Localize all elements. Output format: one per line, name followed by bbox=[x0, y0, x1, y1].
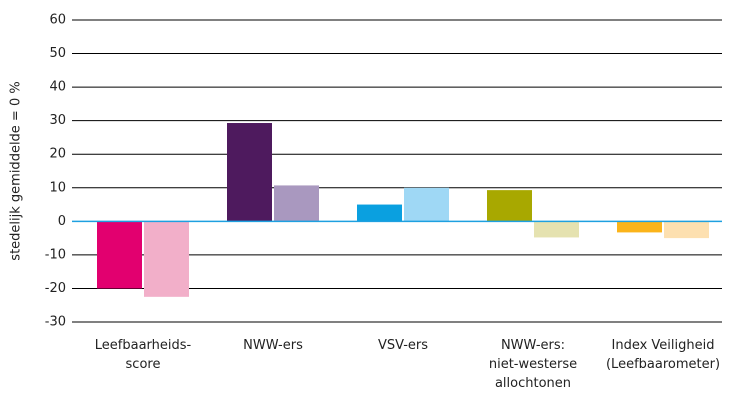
x-tick-label: Index Veiligheid (Leefbaarometer) bbox=[605, 338, 721, 372]
y-tick-label: 60 bbox=[49, 13, 66, 28]
y-axis-label: stedelijk gemiddelde = 0 % bbox=[9, 81, 24, 260]
y-tick-label: 40 bbox=[49, 80, 66, 95]
bar bbox=[617, 221, 662, 233]
y-tick-label: 50 bbox=[49, 46, 66, 61]
bar bbox=[534, 221, 579, 238]
bar bbox=[404, 187, 449, 222]
x-tick-label: VSV-ers bbox=[377, 338, 429, 353]
x-tick-label: Leefbaarheids- score bbox=[94, 338, 192, 372]
x-tick-label: NWW-ers bbox=[243, 338, 303, 353]
y-tick-label: -30 bbox=[45, 315, 66, 330]
y-tick-label: -20 bbox=[45, 281, 66, 296]
y-tick-label: 20 bbox=[49, 147, 66, 162]
x-tick-label: NWW-ers: niet-westerse allochtonen bbox=[488, 338, 578, 391]
y-tick-label: 30 bbox=[49, 113, 66, 128]
bar bbox=[144, 221, 189, 297]
bar bbox=[274, 185, 319, 222]
bar bbox=[357, 204, 402, 222]
y-tick-label: 10 bbox=[49, 180, 66, 195]
bar bbox=[227, 123, 272, 222]
y-tick-label: 0 bbox=[58, 214, 66, 229]
bar bbox=[97, 221, 142, 289]
bar bbox=[487, 190, 532, 222]
y-tick-label: -10 bbox=[45, 247, 66, 262]
bar bbox=[664, 221, 709, 239]
